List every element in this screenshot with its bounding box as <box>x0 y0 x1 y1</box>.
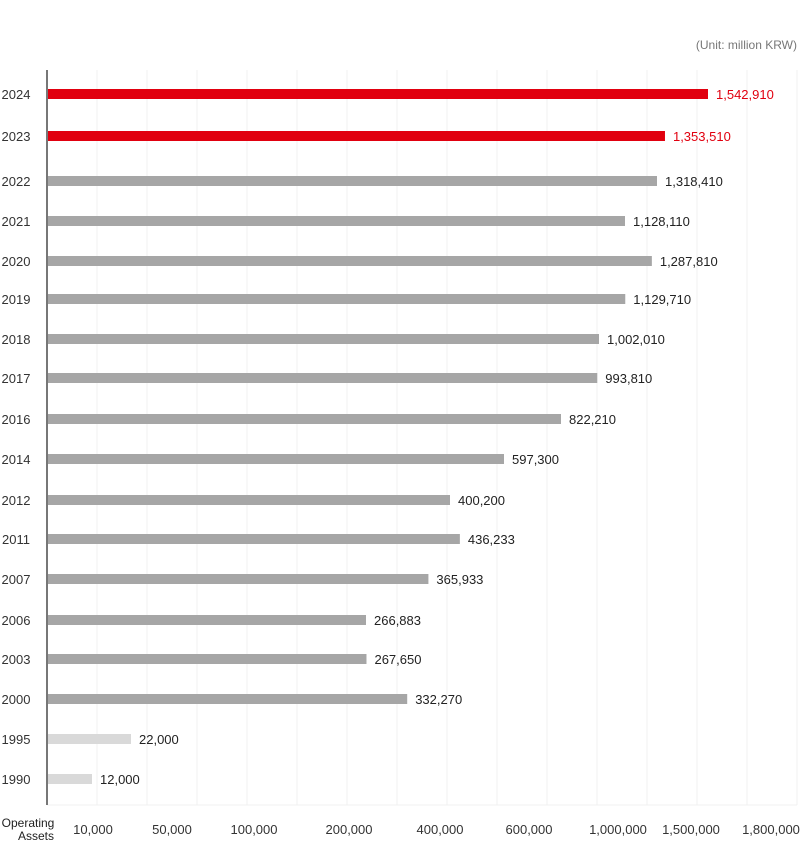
x-tick-label: 200,000 <box>326 822 373 837</box>
year-label: 2019 <box>2 292 31 307</box>
year-label: 2020 <box>2 254 31 269</box>
value-label: 365,933 <box>436 572 483 587</box>
value-label: 1,287,810 <box>660 254 718 269</box>
value-label: 266,883 <box>374 613 421 628</box>
year-label: 2023 <box>2 129 31 144</box>
value-label: 22,000 <box>139 732 179 747</box>
x-tick-label: 50,000 <box>152 822 192 837</box>
value-label: 822,210 <box>569 412 616 427</box>
bar <box>47 734 131 744</box>
year-label: 2012 <box>2 493 31 508</box>
bar <box>47 694 408 704</box>
value-label: 12,000 <box>100 772 140 787</box>
year-label: 2007 <box>2 572 31 587</box>
x-tick-label: 10,000 <box>73 822 113 837</box>
bar <box>47 176 657 186</box>
year-label: 1990 <box>2 772 31 787</box>
year-label: 2022 <box>2 174 31 189</box>
x-tick-labels: 10,000 50,000 100,000 200,000 400,000 600,000… <box>73 822 800 837</box>
grid-lines <box>47 70 798 806</box>
value-label: 436,233 <box>468 532 515 547</box>
year-label: 2000 <box>2 692 31 707</box>
bar <box>47 615 366 625</box>
x-tick-label: 600,000 <box>506 822 553 837</box>
value-label: 1,353,510 <box>673 129 731 144</box>
year-label: 2024 <box>2 87 31 102</box>
bar <box>47 216 625 226</box>
value-label: 1,129,710 <box>633 292 691 307</box>
value-label: 1,002,010 <box>607 332 665 347</box>
bar <box>47 334 599 344</box>
year-label: 2003 <box>2 652 31 667</box>
year-label: 2011 <box>2 532 30 547</box>
x-tick-label: 1,000,000 <box>589 822 647 837</box>
bar <box>47 414 561 424</box>
year-label: 2018 <box>2 332 31 347</box>
bar <box>47 454 504 464</box>
value-label: 597,300 <box>512 452 559 467</box>
year-label: 2006 <box>2 613 31 628</box>
x-tick-label: 1,500,000 <box>662 822 720 837</box>
year-label: 2014 <box>2 452 31 467</box>
value-label: 1,542,910 <box>716 87 774 102</box>
year-label: 1995 <box>2 732 31 747</box>
value-label: 332,270 <box>415 692 462 707</box>
year-label: 2017 <box>2 371 31 386</box>
bar <box>47 131 665 141</box>
value-label: 1,128,110 <box>633 214 690 229</box>
year-label: 2016 <box>2 412 31 427</box>
bar <box>47 373 598 383</box>
x-axis-label-line1: Operating <box>2 816 55 830</box>
bars-layer: 2024 1,542,910 2023 1,353,510 2022 1,318,410 2… <box>2 87 774 787</box>
bar <box>47 495 450 505</box>
bar <box>47 654 367 664</box>
bar <box>47 774 92 784</box>
value-label: 993,810 <box>605 371 652 386</box>
bar <box>47 89 708 99</box>
x-tick-label: 1,800,000 <box>742 822 800 837</box>
x-tick-label: 100,000 <box>231 822 278 837</box>
bar <box>47 256 652 266</box>
x-axis-label-line2: Assets <box>18 829 54 843</box>
year-label: 2021 <box>2 214 31 229</box>
unit-note: (Unit: million KRW) <box>696 38 797 52</box>
value-label: 267,650 <box>374 652 421 667</box>
bar <box>47 534 460 544</box>
x-tick-label: 400,000 <box>417 822 464 837</box>
value-label: 1,318,410 <box>665 174 723 189</box>
bar <box>47 574 429 584</box>
value-label: 400,200 <box>458 493 505 508</box>
bar <box>47 294 626 304</box>
